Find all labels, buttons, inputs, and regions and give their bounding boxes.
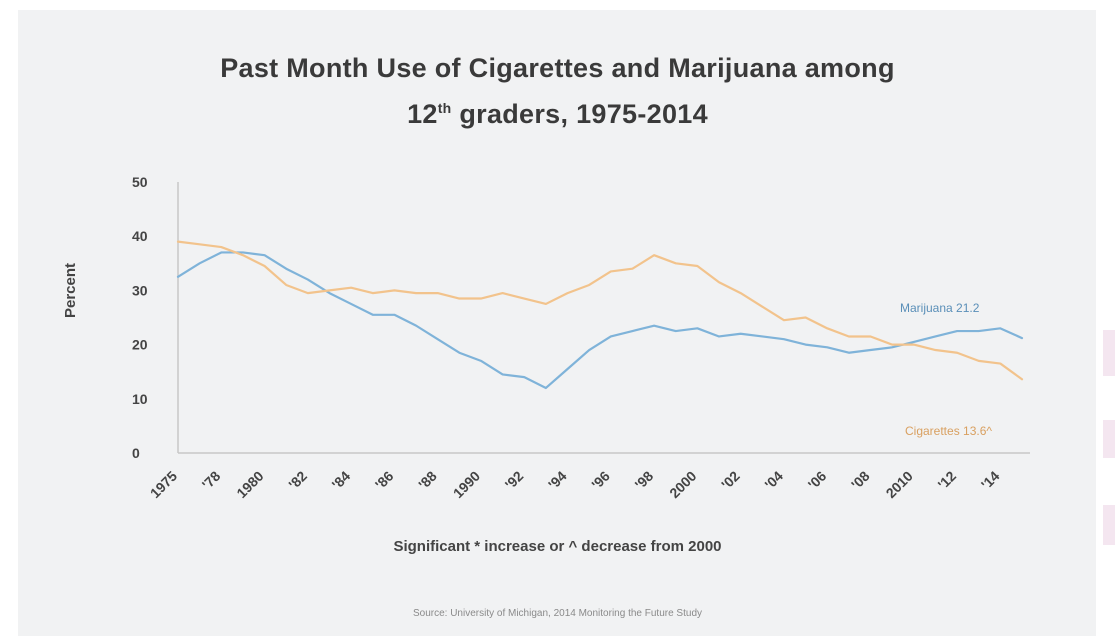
series-line-cigarettes: [176, 240, 1024, 381]
title-grade-suffix: th: [437, 100, 452, 116]
series-label-marijuana: Marijuana 21.2: [900, 301, 980, 315]
y-tick-label: 10: [132, 391, 148, 407]
x-tick-label: '12: [935, 468, 960, 493]
x-tick-label: 2010: [883, 468, 916, 501]
x-tick-label: '88: [415, 468, 440, 493]
x-tick-label: '98: [632, 468, 657, 493]
x-tick-label: '14: [978, 468, 1003, 493]
y-axis-label: Percent: [62, 262, 79, 318]
source-note: Source: University of Michigan, 2014 Mon…: [412, 608, 703, 619]
x-tick-label: '92: [502, 468, 527, 493]
x-tick-label: 1980: [233, 468, 266, 501]
edge-mark: [1103, 505, 1115, 545]
x-tick-label: '86: [372, 468, 397, 493]
y-tick-label: 30: [132, 282, 148, 298]
x-tick-label: '94: [545, 468, 570, 493]
series-label-cigarettes: Cigarettes 13.6^: [905, 424, 992, 438]
title-years: graders, 1975-2014: [451, 99, 708, 129]
x-tick-label: '04: [761, 468, 786, 493]
x-tick-label: '78: [199, 468, 224, 493]
series-line-marijuana: [176, 251, 1024, 390]
x-tick-label: 1975: [147, 468, 180, 501]
chart-title-line1: Past Month Use of Cigarettes and Marijua…: [220, 53, 895, 83]
edge-mark: [1103, 330, 1115, 376]
chart-title-line2: 12th graders, 1975-2014: [0, 88, 1115, 134]
x-tick-label: '08: [848, 468, 873, 493]
y-tick-label: 0: [132, 445, 140, 461]
x-tick-label: 1990: [450, 468, 483, 501]
x-tick-label: '84: [329, 468, 354, 493]
x-tick-label: '96: [588, 468, 613, 493]
x-axis-footnote: Significant * increase or ^ decrease fro…: [393, 538, 722, 555]
x-tick-label: 2000: [666, 468, 699, 501]
x-tick-label: '06: [805, 468, 830, 493]
x-tick-label: '02: [718, 468, 743, 493]
x-tick-label: '82: [285, 468, 310, 493]
y-tick-label: 20: [132, 337, 148, 353]
chart-title: Past Month Use of Cigarettes and Marijua…: [0, 48, 1115, 134]
y-tick-label: 50: [132, 174, 148, 190]
title-grade-number: 12: [407, 99, 438, 129]
chart-card: [18, 10, 1096, 636]
edge-mark: [1103, 420, 1115, 458]
y-tick-label: 40: [132, 228, 148, 244]
